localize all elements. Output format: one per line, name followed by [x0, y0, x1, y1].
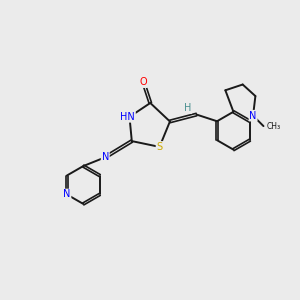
Text: S: S [157, 142, 163, 152]
Text: H: H [184, 103, 191, 113]
Text: N: N [63, 190, 70, 200]
Text: HN: HN [120, 112, 135, 122]
Text: N: N [102, 152, 109, 162]
Text: N: N [249, 111, 257, 121]
Text: O: O [140, 77, 147, 87]
Text: CH₃: CH₃ [267, 122, 281, 130]
